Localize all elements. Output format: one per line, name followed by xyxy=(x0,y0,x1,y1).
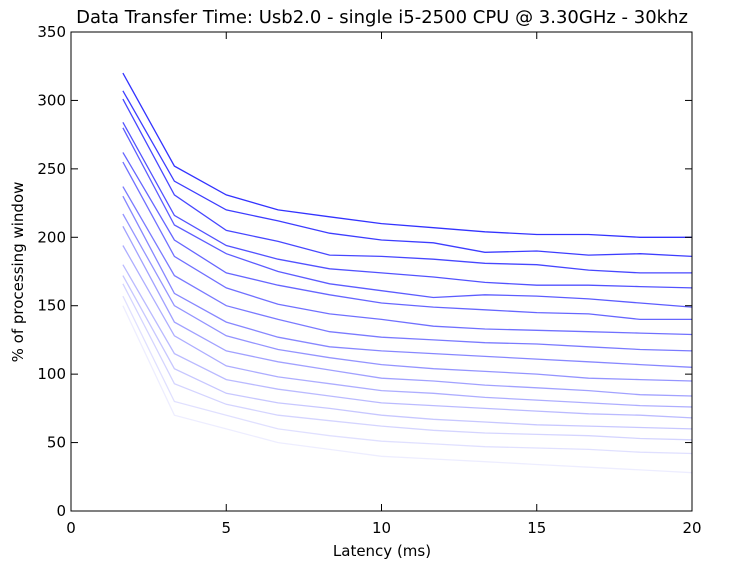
series-line-9 xyxy=(122,195,693,368)
x-tick-label: 10 xyxy=(372,519,391,537)
x-tick-label: 20 xyxy=(682,519,701,537)
series-line-13 xyxy=(122,264,693,419)
x-tick-label: 5 xyxy=(221,519,231,537)
y-axis-label: % of processing window xyxy=(9,182,27,363)
series-line-16 xyxy=(122,295,693,455)
x-tick-label: 0 xyxy=(66,519,76,537)
series-line-4 xyxy=(122,121,693,289)
series-line-1 xyxy=(122,72,692,238)
series-line-2 xyxy=(122,90,693,258)
chart-title: Data Transfer Time: Usb2.0 - single i5-2… xyxy=(76,7,688,28)
y-tick-label: 100 xyxy=(37,365,66,383)
series-line-14 xyxy=(122,275,693,430)
y-tick-label: 250 xyxy=(37,160,66,178)
series-line-12 xyxy=(122,245,693,408)
series-line-10 xyxy=(122,213,693,382)
series-line-5 xyxy=(122,127,693,308)
y-tick-label: 300 xyxy=(37,91,66,109)
series-line-17 xyxy=(122,305,693,474)
series-line-6 xyxy=(122,152,692,321)
y-tick-label: 350 xyxy=(37,23,66,41)
x-tick-label: 15 xyxy=(527,519,546,537)
series-line-7 xyxy=(122,161,693,336)
y-tick-label: 50 xyxy=(47,434,66,452)
y-tick-label: 200 xyxy=(37,228,66,246)
x-axis-label: Latency (ms) xyxy=(333,542,431,560)
series-line-11 xyxy=(122,225,693,397)
plot-frame xyxy=(70,31,693,512)
series-line-15 xyxy=(122,283,693,441)
y-tick-label: 0 xyxy=(56,502,66,520)
series-line-3 xyxy=(122,98,692,274)
series-line-8 xyxy=(122,186,693,352)
series-lines xyxy=(122,72,693,474)
y-tick-label: 150 xyxy=(37,297,66,315)
